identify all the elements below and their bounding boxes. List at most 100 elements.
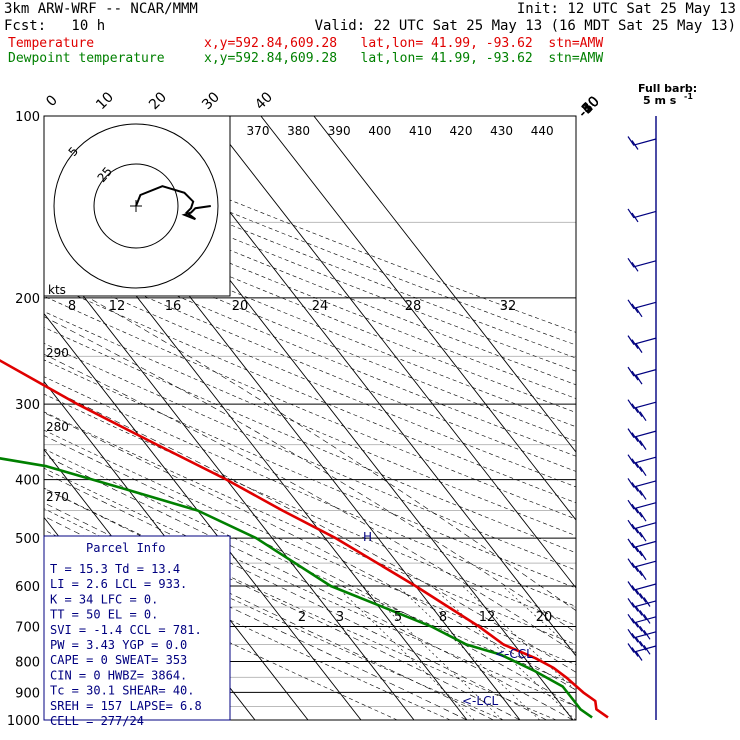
hodograph-trace: [135, 185, 211, 221]
barb-flag: [627, 399, 635, 410]
dry-adiabat: [44, 237, 576, 457]
pressure-tick-label: 300: [15, 398, 40, 413]
pressure-tick-label: 800: [15, 655, 40, 670]
parcel-info-panel: Parcel Info T = 15.3 Td = 13.4LI = 2.6 LC…: [43, 535, 231, 728]
moist-adiabat: [44, 385, 576, 673]
parcel-row: PW = 3.43 YGP = 0.0: [50, 638, 187, 652]
isotherm-label: 10: [93, 89, 117, 113]
barb-flag: [635, 407, 643, 418]
hodograph-scale-label: 12: [109, 299, 126, 314]
theta-label: 390: [328, 124, 351, 138]
isotherm-label: 0: [43, 92, 61, 110]
parcel-row: SREH = 157 LAPSE= 6.8: [50, 699, 202, 713]
h-marker: H: [363, 530, 372, 544]
barb-flag: [627, 208, 635, 219]
barb-flag: [631, 585, 639, 595]
barb-flag: [631, 458, 639, 469]
theta-label: 430: [490, 124, 513, 138]
barb-flag: [639, 570, 647, 581]
barb-flag: [627, 366, 635, 377]
pressure-tick-label: 1000: [7, 714, 40, 729]
barb-flag: [627, 335, 635, 345]
wind-barb: [633, 337, 657, 345]
barb-flag: [627, 614, 635, 624]
mixing-ratio-label: 12: [479, 610, 496, 625]
theta-left-label: 270: [46, 490, 69, 504]
barb-flag: [627, 598, 635, 608]
hodograph-scale-label: 16: [165, 299, 182, 314]
wind-barb: [633, 645, 657, 653]
dry-adiabat: [44, 280, 576, 504]
moist-adiabat: [44, 435, 576, 707]
hodograph-ring: [53, 123, 219, 289]
lcl-marker: <-LCL: [462, 694, 498, 708]
moist-adiabat: [44, 316, 576, 633]
dry-adiabat: [44, 266, 576, 488]
dewpoint-legend-label: Dewpoint temperature: [8, 51, 165, 66]
barb-flag: [635, 566, 643, 577]
isotherm: [44, 312, 362, 720]
barb-flag: [643, 644, 651, 655]
hodograph-ring: [93, 163, 179, 249]
moist-adiabat: [44, 502, 494, 720]
parcel-row: K = 34 LFC = 0.: [50, 592, 158, 606]
dewpoint-trace: [0, 457, 593, 719]
barb-flag: [635, 307, 643, 318]
dry-adiabat: [44, 448, 576, 686]
wind-barb: [633, 430, 657, 438]
barb-flag: [627, 581, 635, 591]
barb-flag: [643, 597, 651, 607]
barb-flag: [631, 542, 639, 553]
barb-flag: [631, 140, 639, 150]
dry-adiabat: [44, 393, 576, 626]
theta-label: 380: [287, 124, 310, 138]
dry-adiabat: [44, 343, 576, 571]
barb-flag: [631, 503, 639, 514]
barb-flag: [631, 261, 639, 272]
pressure-tick-label: 900: [15, 686, 40, 701]
dry-adiabat: [44, 376, 576, 607]
wind-barb: [633, 401, 657, 409]
wind-barb: [633, 631, 657, 639]
barb-flag: [635, 651, 643, 661]
wind-barb: [633, 480, 657, 488]
temperature-legend-label: Temperature: [8, 36, 95, 51]
barb-flag: [635, 343, 643, 353]
barb-flag: [627, 428, 635, 438]
barb-flag: [639, 593, 647, 603]
isotherm: [260, 116, 576, 521]
wind-barbs: [627, 116, 657, 720]
barb-flag: [631, 303, 639, 314]
model-title: 3km ARW-WRF -- NCAR/MMM: [4, 1, 198, 17]
parcel-row: CIN = 0 HWBZ= 3864.: [50, 668, 187, 682]
barb-flag: [631, 602, 639, 612]
barb-flag: [635, 606, 643, 616]
moist-adiabat: [44, 353, 576, 654]
barb-flag: [627, 628, 635, 639]
init-time: Init: 12 UTC Sat 25 May 13: [516, 1, 736, 17]
barb-flag: [639, 550, 647, 561]
barb-flag: [635, 589, 643, 599]
barb-flag: [639, 511, 647, 522]
wind-barb: [633, 138, 657, 146]
dry-adiabat: [44, 184, 576, 399]
pressure-tick-label: 100: [15, 110, 40, 125]
dry-adiabat: [44, 146, 576, 359]
parcel-title: Parcel Info: [86, 541, 165, 555]
barb-flag: [635, 462, 643, 473]
theta-label: 440: [531, 124, 554, 138]
pressure-tick-label: 500: [15, 532, 40, 547]
barb-flag: [627, 257, 635, 268]
pressure-tick-label: 200: [15, 292, 40, 307]
isotherm: [313, 116, 576, 453]
barb-flag: [635, 527, 643, 538]
barb-flag: [639, 531, 647, 542]
parcel-row: CELL = 277/24: [50, 714, 144, 728]
barb-flag: [635, 374, 643, 385]
theta-left-label: 290: [46, 346, 69, 360]
hodograph-scale-label: 8: [68, 299, 76, 314]
dewpoint-legend-info: x,y=592.84,609.28 lat,lon= 41.99, -93.62…: [204, 51, 604, 66]
parcel-row: LI = 2.6 LCL = 933.: [50, 577, 187, 591]
wind-barb: [633, 616, 657, 624]
parcel-row: SVI = -1.4 CCL = 781.: [50, 623, 202, 637]
